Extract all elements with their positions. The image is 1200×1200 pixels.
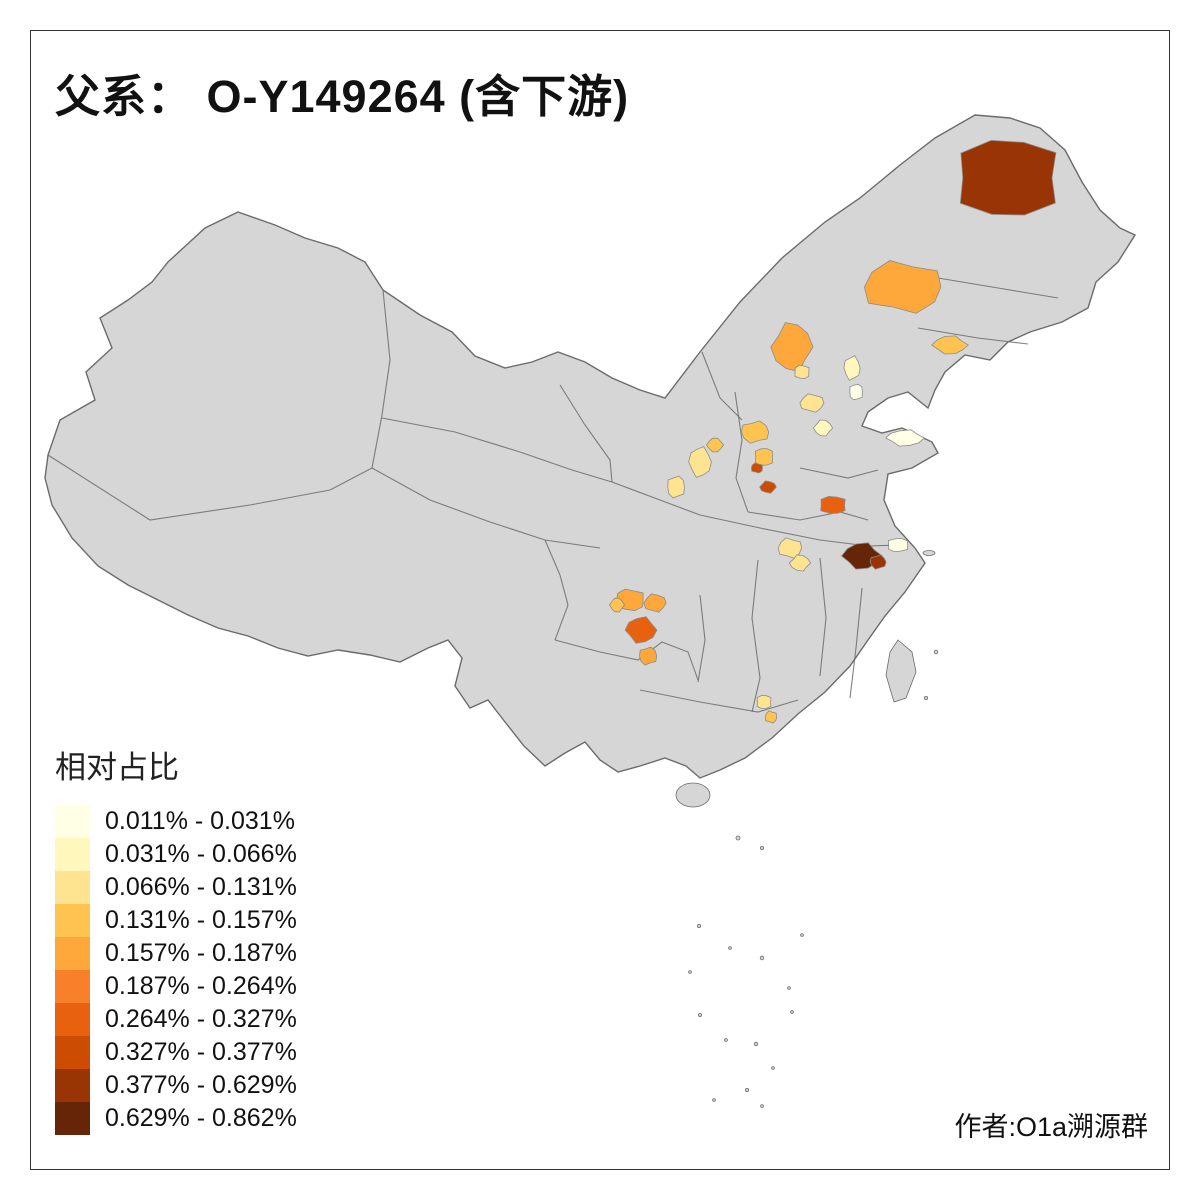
map-region-patch (741, 420, 770, 444)
legend-label: 0.327% - 0.377% (105, 1038, 297, 1066)
map-region-patch (812, 419, 834, 437)
map-region-patch (609, 597, 625, 613)
map-region-patch (750, 462, 763, 474)
legend-item: 0.157% - 0.187% (55, 937, 297, 970)
legend-label: 0.157% - 0.187% (105, 939, 297, 967)
legend-item: 0.066% - 0.131% (55, 871, 297, 904)
legend-item: 0.629% - 0.862% (55, 1102, 297, 1135)
choropleth-patches (609, 139, 1057, 724)
legend-item: 0.264% - 0.327% (55, 1003, 297, 1036)
islands (675, 550, 939, 1108)
legend-item: 0.031% - 0.066% (55, 838, 297, 871)
map-region-patch (849, 383, 863, 401)
legend-label: 0.629% - 0.862% (105, 1104, 297, 1132)
legend-label: 0.187% - 0.264% (105, 972, 297, 1000)
legend-item: 0.131% - 0.157% (55, 904, 297, 937)
map-region-patch (794, 364, 810, 380)
map-region-patch (820, 495, 846, 514)
legend-item: 0.377% - 0.629% (55, 1069, 297, 1102)
map-region-patch (863, 260, 942, 314)
legend-label: 0.264% - 0.327% (105, 1005, 297, 1033)
map-region-patch (887, 537, 909, 553)
hainan-island (675, 782, 711, 808)
taiwan-island (885, 639, 917, 703)
legend-swatch (55, 1069, 90, 1102)
map-region-patch (756, 695, 772, 709)
map-region-patch (639, 646, 658, 666)
map-region-patch (799, 393, 825, 413)
legend-label: 0.377% - 0.629% (105, 1071, 297, 1099)
map-region-patch (788, 554, 812, 572)
legend-label: 0.031% - 0.066% (105, 840, 297, 868)
author-credit: 作者:O1a溯源群 (954, 1112, 1148, 1142)
map-region-patch (931, 335, 969, 355)
legend-items: 0.011% - 0.031% 0.031% - 0.066% 0.066% - 0… (55, 805, 297, 1135)
legend-swatch (55, 871, 90, 904)
map-region-patch (667, 475, 685, 499)
map-region-patch (764, 710, 778, 724)
legend-item: 0.011% - 0.031% (55, 805, 297, 838)
legend-item: 0.187% - 0.264% (55, 970, 297, 1003)
map-region-patch (843, 355, 861, 381)
map-region-patch (869, 554, 887, 570)
province-borders (47, 277, 1059, 713)
legend-swatch (55, 937, 90, 970)
map-region-patch (643, 593, 667, 613)
legend-label: 0.131% - 0.157% (105, 906, 297, 934)
south-sea-islets (688, 649, 939, 1108)
map-title: 父系： O-Y149264 (含下游) (55, 71, 630, 122)
legend-swatch (55, 1036, 90, 1069)
legend-label: 0.066% - 0.131% (105, 873, 297, 901)
legend-swatch (55, 805, 90, 838)
map-region-patch (759, 480, 777, 494)
map-region-patch (624, 616, 658, 644)
legend-swatch (55, 970, 90, 1003)
legend: 相对占比 0.011% - 0.031% 0.031% - 0.066% 0.066… (55, 742, 297, 1135)
legend-swatch (55, 838, 90, 871)
map-region-patch (754, 448, 774, 466)
legend-item: 0.327% - 0.377% (55, 1036, 297, 1069)
legend-label: 0.011% - 0.031% (105, 807, 295, 835)
legend-swatch (55, 904, 90, 937)
legend-swatch (55, 1003, 90, 1036)
map-region-patch (705, 437, 725, 453)
legend-swatch (55, 1102, 90, 1135)
map-region-patch (959, 139, 1057, 216)
map-region-patch (885, 429, 925, 447)
mainland-outline (44, 114, 1137, 779)
map-region-patch (688, 446, 712, 478)
legend-title: 相对占比 (55, 750, 179, 785)
